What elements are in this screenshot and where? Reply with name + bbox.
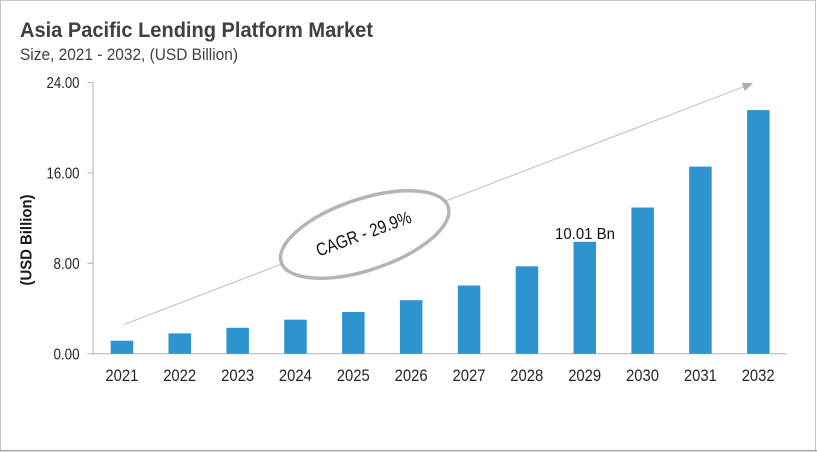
svg-text:16.00: 16.00 xyxy=(47,166,80,183)
svg-text:2027: 2027 xyxy=(453,366,486,385)
svg-text:Size, 2021 - 2032, (USD Billio: Size, 2021 - 2032, (USD Billion) xyxy=(20,46,238,64)
svg-text:2029: 2029 xyxy=(568,366,601,385)
svg-text:2028: 2028 xyxy=(510,366,543,385)
svg-text:2030: 2030 xyxy=(626,366,659,385)
svg-text:2022: 2022 xyxy=(163,366,196,385)
svg-text:2032: 2032 xyxy=(742,366,775,385)
svg-text:10.01 Bn: 10.01 Bn xyxy=(555,226,615,243)
svg-text:2031: 2031 xyxy=(684,366,717,385)
svg-text:2023: 2023 xyxy=(221,366,254,385)
svg-text:(USD Billion): (USD Billion) xyxy=(19,195,36,286)
svg-text:Asia Pacific Lending Platform: Asia Pacific Lending Platform Market xyxy=(20,18,373,42)
svg-text:8.00: 8.00 xyxy=(54,256,80,273)
svg-text:24.00: 24.00 xyxy=(47,75,80,92)
svg-text:2026: 2026 xyxy=(395,366,428,385)
svg-text:0.00: 0.00 xyxy=(54,346,80,363)
svg-text:2024: 2024 xyxy=(279,366,312,385)
svg-text:2021: 2021 xyxy=(105,366,138,385)
svg-text:2025: 2025 xyxy=(337,366,370,385)
